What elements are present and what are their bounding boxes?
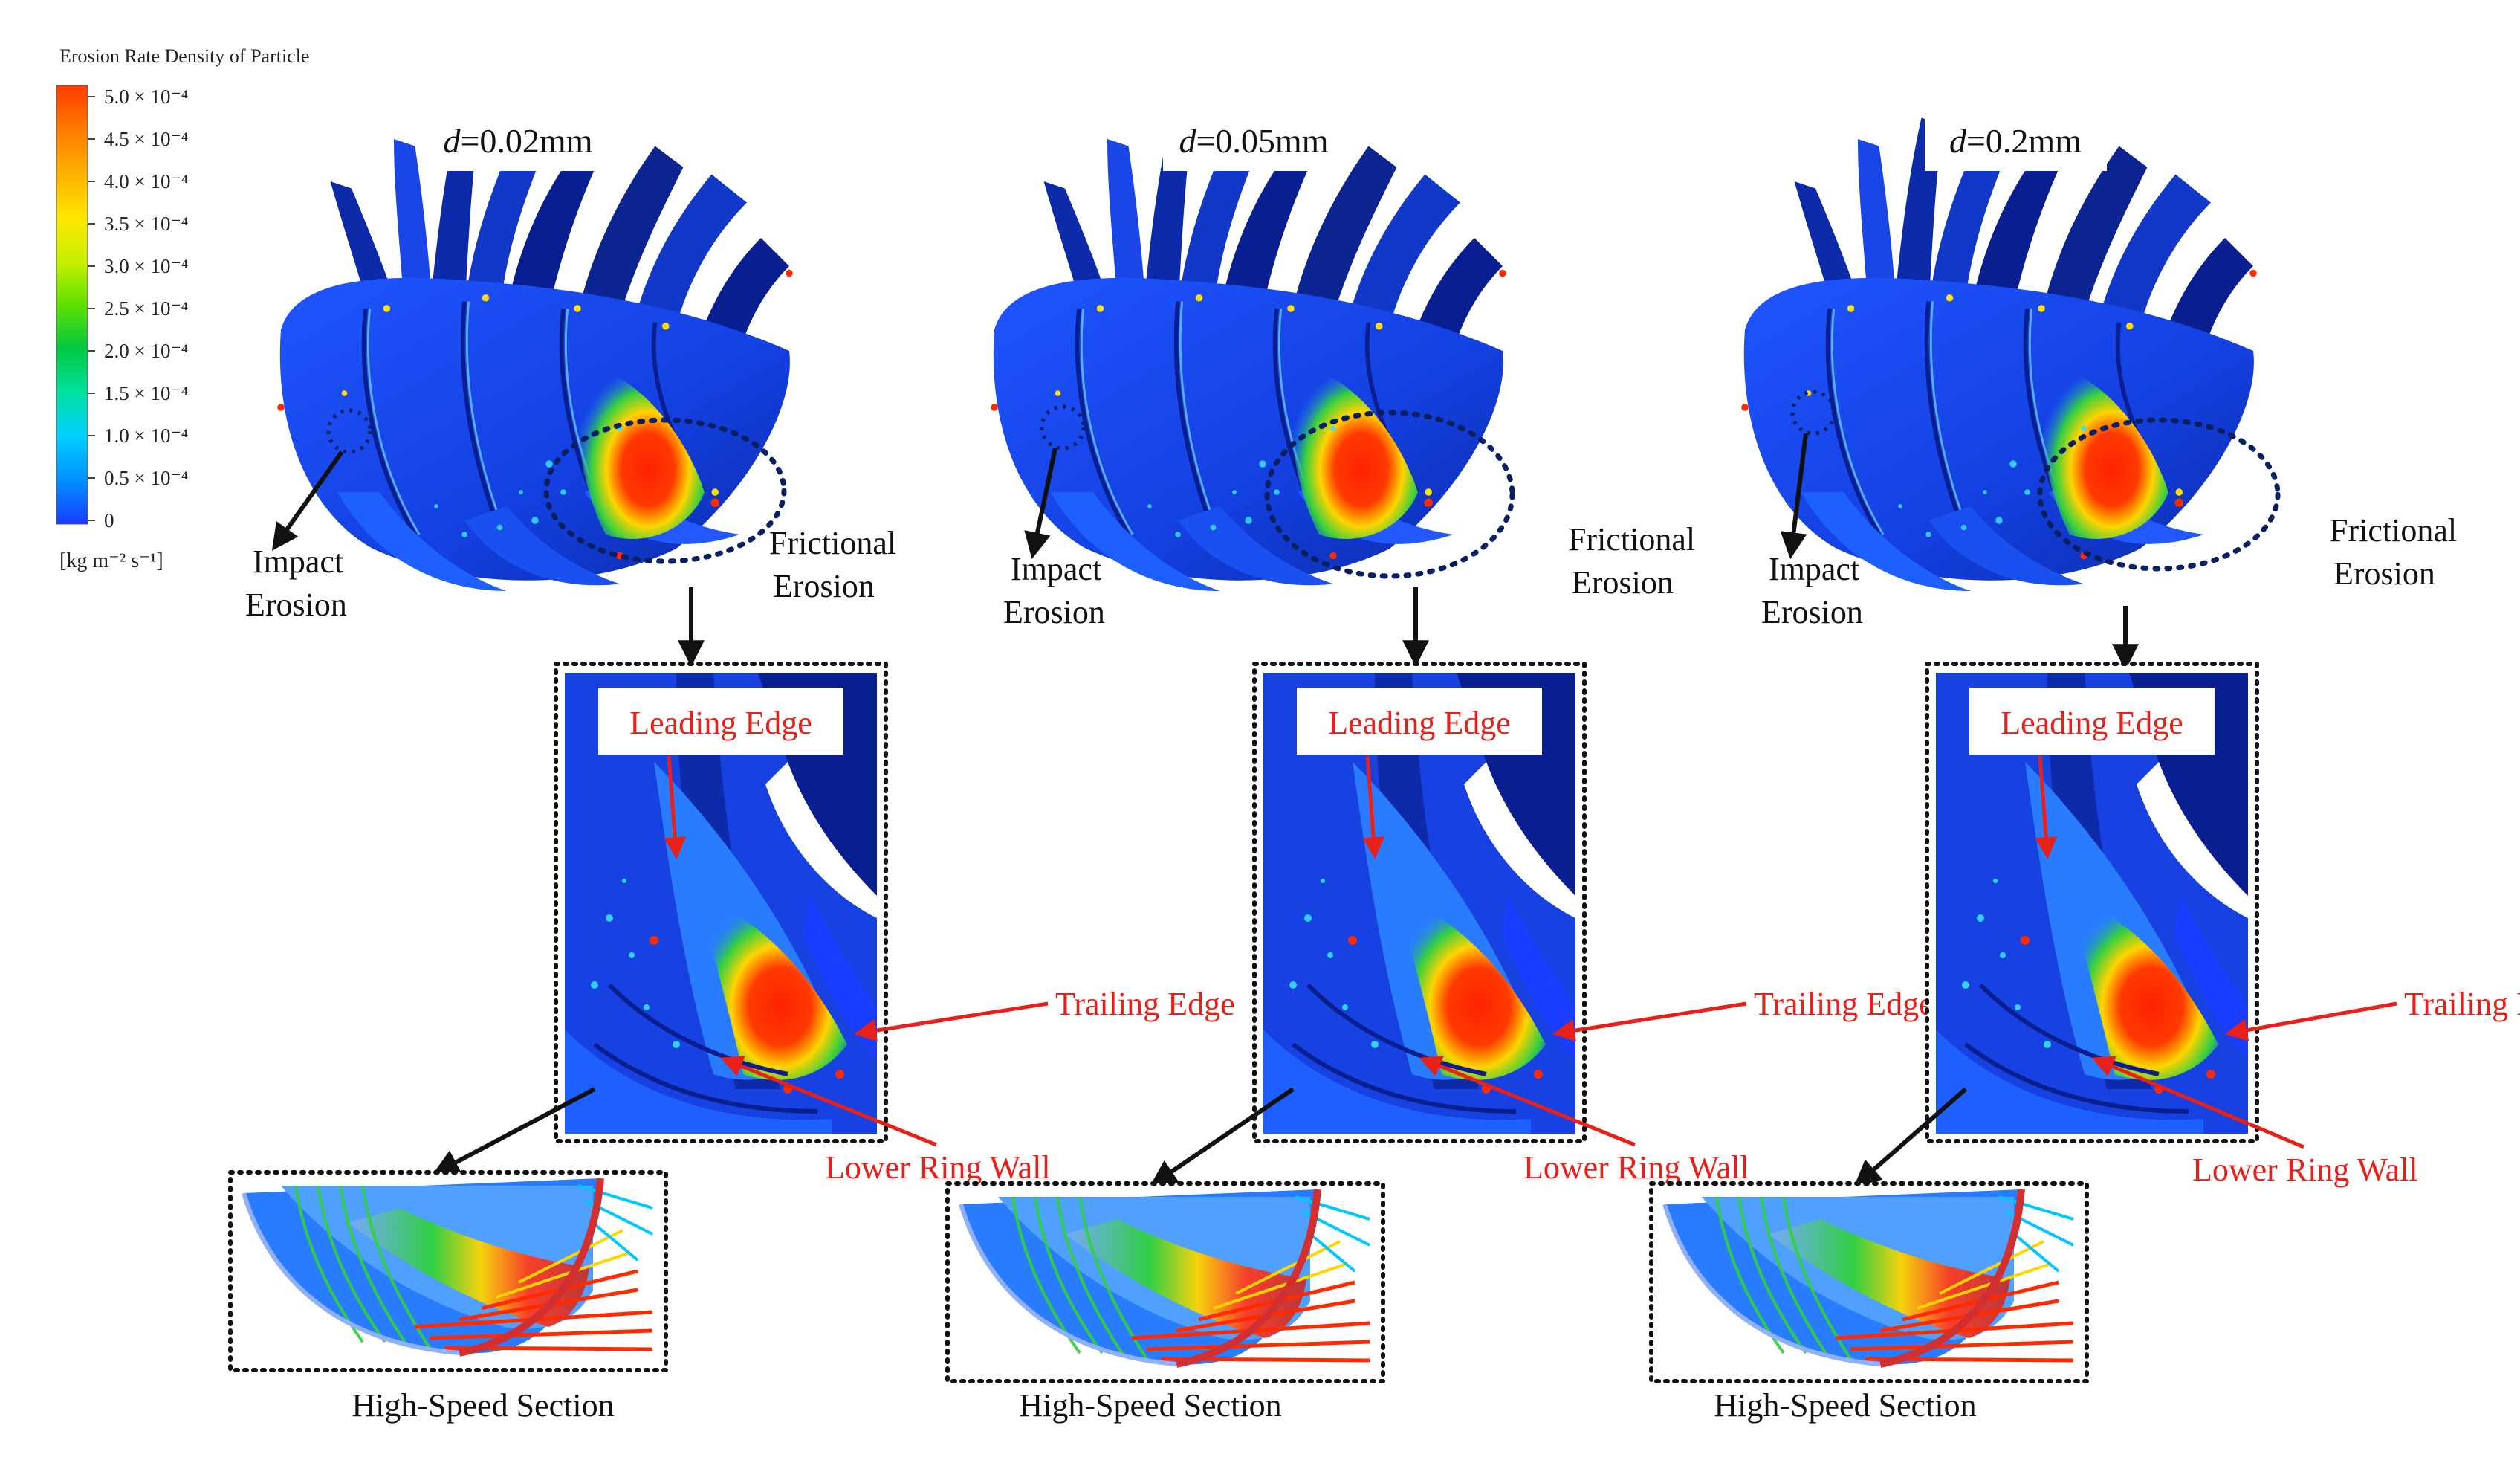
impact-arrow <box>1024 448 1057 560</box>
frictional-label: Frictional <box>769 525 896 561</box>
leading-edge-arrow <box>664 755 687 859</box>
leading-edge-label: Leading Edge <box>629 705 812 741</box>
legend-tick-label: 4.0 × 10⁻⁴ <box>104 170 188 193</box>
section-image <box>1657 1189 2081 1375</box>
lower-ring-wall-label: Lower Ring Wall <box>825 1149 1051 1186</box>
high-speed-section <box>945 1181 1385 1383</box>
frictional-label: Erosion <box>773 568 875 604</box>
diameter-value: =0.2mm <box>1966 122 2082 160</box>
high-speed-section <box>228 1170 668 1372</box>
legend-tick-label: 2.0 × 10⁻⁴ <box>104 340 188 362</box>
section-label: High-Speed Section <box>352 1387 614 1424</box>
diameter-text: d=0.05mm <box>1179 122 1328 160</box>
colorbar <box>56 85 88 525</box>
frictional-marker <box>543 417 787 564</box>
legend-unit: [kg m⁻² s⁻¹] <box>59 549 163 572</box>
impact-label: Erosion <box>1003 594 1105 630</box>
diameter-var: d <box>1179 122 1196 160</box>
impeller-view <box>1741 118 2257 592</box>
legend-tick-label: 1.5 × 10⁻⁴ <box>104 382 188 404</box>
impact-marker <box>326 408 372 454</box>
leading-edge-box <box>598 688 843 755</box>
section-label: High-Speed Section <box>1714 1387 1976 1424</box>
legend-tick-label: 4.5 × 10⁻⁴ <box>104 128 188 150</box>
legend-title: Erosion Rate Density of Particle <box>59 45 309 67</box>
section-arrow <box>432 1087 596 1175</box>
lower-ring-wall-label: Lower Ring Wall <box>1523 1149 1749 1186</box>
impact-marker <box>1040 404 1086 450</box>
trailing-edge-arrow <box>1552 1001 1747 1042</box>
lower-ring-wall-arrow <box>2091 1056 2304 1149</box>
diameter-text: d=0.2mm <box>1949 122 2082 160</box>
frictional-label: Erosion <box>2333 555 2435 592</box>
lower-ring-wall-arrow <box>720 1056 937 1147</box>
lower-ring-wall-arrow <box>1419 1056 1636 1147</box>
legend-tick-label: 2.5 × 10⁻⁴ <box>104 297 188 320</box>
legend-tick-label: 3.0 × 10⁻⁴ <box>104 255 188 277</box>
leading-edge-box <box>1969 688 2215 755</box>
legend-tick-label: 3.5 × 10⁻⁴ <box>104 213 188 235</box>
legend-tick-label: 1.0 × 10⁻⁴ <box>104 424 188 447</box>
impact-label: Erosion <box>245 587 347 623</box>
section-arrow <box>1150 1087 1295 1187</box>
diameter-label-box <box>1163 100 1345 171</box>
panel-2: d=0.05mm Impact Erosion Frictional Erosion Le… <box>945 100 1934 1424</box>
frictional-label: Erosion <box>1572 564 1674 601</box>
frictional-label: Frictional <box>1568 521 1695 558</box>
lower-ring-wall-label: Lower Ring Wall <box>2192 1152 2418 1188</box>
zoom-view: Leading Edge <box>554 662 888 1143</box>
legend-tick-label: 0 <box>104 509 114 532</box>
impact-label: Impact <box>1769 551 1859 587</box>
leading-edge-label: Leading Edge <box>1328 705 1511 741</box>
diameter-label: d=0.02mm <box>427 100 609 171</box>
section-label: High-Speed Section <box>1019 1387 1281 1424</box>
legend-tick-label: 0.5 × 10⁻⁴ <box>104 467 188 489</box>
diameter-var: d <box>443 122 461 160</box>
diameter-label-box <box>427 100 609 171</box>
impact-label: Impact <box>1011 551 1101 587</box>
impact-label: Impact <box>253 543 343 580</box>
frictional-label: Frictional <box>2330 512 2457 549</box>
diameter-label: d=0.05mm <box>1163 100 1345 171</box>
diameter-label: d=0.2mm <box>1925 100 2107 171</box>
trailing-edge-label: Trailing Edge <box>1754 986 1934 1022</box>
leading-edge-arrow <box>1362 755 1385 859</box>
diameter-value: =0.05mm <box>1196 122 1328 160</box>
diameter-var: d <box>1949 122 1967 160</box>
section-arrow <box>1853 1087 1967 1187</box>
trailing-edge-label: Trailing Edge <box>2404 986 2520 1022</box>
zoom-view: Leading Edge <box>1925 662 2259 1143</box>
colorbar-legend: Erosion Rate Density of Particle 5.0 × 1… <box>56 45 309 572</box>
panel-3: d=0.2mm Impact Erosion Frictional Erosion Lea… <box>1649 100 2520 1424</box>
frictional-marker <box>2037 417 2281 572</box>
impact-label: Erosion <box>1761 594 1863 630</box>
leading-edge-arrow <box>2035 755 2058 859</box>
leading-edge-box <box>1297 688 1542 755</box>
frictional-marker <box>1264 410 1515 579</box>
impeller-view <box>991 118 1506 592</box>
leading-edge-label: Leading Edge <box>2001 705 2183 741</box>
legend-tick-label: 5.0 × 10⁻⁴ <box>104 85 188 108</box>
high-speed-section <box>1649 1181 2089 1383</box>
impact-marker <box>1790 390 1836 436</box>
section-image <box>953 1189 1377 1375</box>
diameter-text: d=0.02mm <box>443 122 592 160</box>
diameter-value: =0.02mm <box>460 122 592 160</box>
diameter-label-box <box>1925 100 2107 171</box>
impact-arrow <box>1780 433 1808 560</box>
legend-ticks: 5.0 × 10⁻⁴ 4.5 × 10⁻⁴ 4.0 × 10⁻⁴ 3.5 × 10⁻⁴… <box>88 85 188 532</box>
panel-1: d=0.02mmImpactErosionFrictionalErosionLe… <box>228 100 1235 1424</box>
trailing-edge-arrow <box>2225 1001 2397 1041</box>
impact-arrow <box>271 450 344 551</box>
zoom-view: Leading Edge <box>1252 662 1587 1143</box>
section-image <box>236 1178 660 1364</box>
trailing-edge-label: Trailing Edge <box>1055 986 1235 1022</box>
trailing-edge-arrow <box>854 1001 1049 1042</box>
impeller-view <box>277 118 793 592</box>
